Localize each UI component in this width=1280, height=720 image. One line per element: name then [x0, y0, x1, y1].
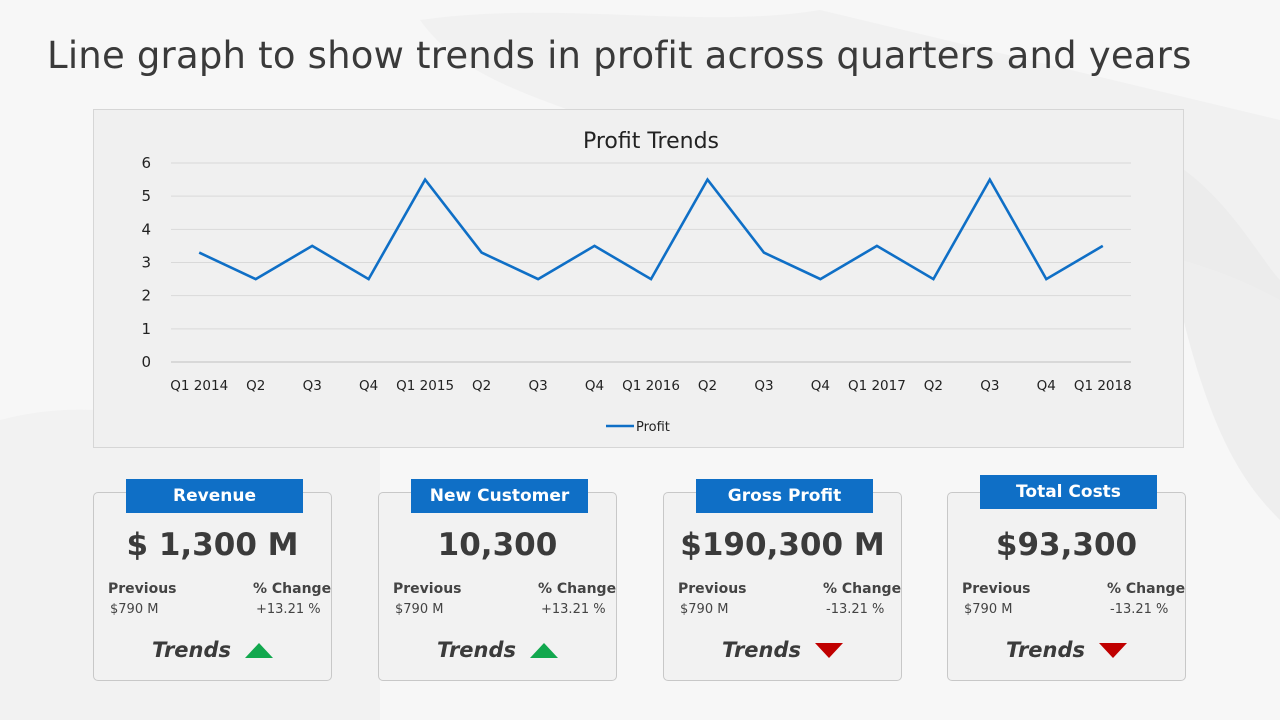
- kpi-trend-label: Trends: [721, 638, 802, 662]
- x-tick-label: Q3: [303, 378, 322, 394]
- y-tick-label: 0: [141, 353, 151, 371]
- x-tick-label: Q1 2014: [170, 378, 228, 394]
- kpi-value: $190,300 M: [680, 527, 885, 563]
- chart-canvas: Profit Trends 0 1 2 3 4 5 6 Q1 2014 Q2 Q3 Q4 Q1 2015…: [141, 129, 1132, 435]
- kpi-trend: Trends: [948, 638, 1185, 662]
- kpi-value: $ 1,300 M: [126, 527, 299, 563]
- y-tick-label: 6: [141, 154, 151, 172]
- kpi-change-label: % Change: [823, 581, 902, 597]
- kpi-card-total-costs: Total Costs $93,300 Previous % Change $7…: [947, 475, 1186, 681]
- x-tick-label: Q4: [1037, 378, 1056, 394]
- kpi-previous-value: $790 M: [680, 602, 729, 617]
- kpi-previous-label: Previous: [678, 581, 747, 597]
- kpi-previous-value: $790 M: [110, 602, 159, 617]
- y-tick-label: 3: [141, 254, 151, 272]
- kpi-value: 10,300: [437, 527, 558, 563]
- y-tick-label: 1: [141, 320, 151, 338]
- kpi-change-value: +13.21 %: [541, 602, 606, 617]
- x-tick-label: Q3: [980, 378, 999, 394]
- kpi-title: Gross Profit: [696, 479, 873, 513]
- kpi-change-label: % Change: [538, 581, 617, 597]
- x-tick-label: Q3: [754, 378, 773, 394]
- kpi-title: Revenue: [126, 479, 303, 513]
- kpi-trend-label: Trends: [151, 638, 232, 662]
- kpi-change-value: +13.21 %: [256, 602, 321, 617]
- kpi-previous-label: Previous: [108, 581, 177, 597]
- kpi-previous-value: $790 M: [964, 602, 1013, 617]
- kpi-change-label: % Change: [253, 581, 332, 597]
- y-tick-label: 4: [141, 220, 151, 238]
- kpi-trend-label: Trends: [436, 638, 517, 662]
- kpi-title: Total Costs: [980, 475, 1157, 509]
- slide-title: Line graph to show trends in profit acro…: [47, 34, 1192, 77]
- kpi-card-new-customer: New Customer 10,300 Previous % Change $7…: [378, 479, 617, 681]
- y-tick-label: 2: [141, 287, 151, 305]
- kpi-previous-label: Previous: [393, 581, 462, 597]
- y-tick-label: 5: [141, 187, 151, 205]
- kpi-value: $93,300: [995, 527, 1138, 563]
- kpi-previous-value: $790 M: [395, 602, 444, 617]
- kpi-card-revenue: Revenue $ 1,300 M Previous % Change $790…: [93, 479, 332, 681]
- trend-down-icon: [1099, 642, 1128, 658]
- kpi-previous-label: Previous: [962, 581, 1031, 597]
- x-tick-label: Q1 2018: [1074, 378, 1132, 394]
- profit-trend-chart: Profit Trends 0 1 2 3 4 5 6 Q1 2014 Q2 Q3 Q4 Q1 2015…: [93, 109, 1184, 448]
- kpi-title: New Customer: [411, 479, 588, 513]
- x-tick-label: Q1 2015: [396, 378, 454, 394]
- x-tick-label: Q4: [585, 378, 604, 394]
- x-tick-label: Q2: [246, 378, 265, 394]
- trend-down-icon: [815, 642, 844, 658]
- kpi-change-value: -13.21 %: [1110, 602, 1169, 617]
- series-line-profit: [198, 176, 1104, 281]
- x-tick-label: Q1 2016: [622, 378, 680, 394]
- x-tick-label: Q1 2017: [848, 378, 906, 394]
- x-tick-label: Q4: [811, 378, 830, 394]
- chart-title: Profit Trends: [583, 129, 719, 154]
- kpi-change-label: % Change: [1107, 581, 1186, 597]
- kpi-trend-label: Trends: [1005, 638, 1086, 662]
- x-tick-label: Q2: [472, 378, 491, 394]
- trend-up-icon: [530, 642, 559, 658]
- trend-up-icon: [245, 642, 274, 658]
- x-tick-label: Q3: [528, 378, 547, 394]
- kpi-trend: Trends: [664, 638, 901, 662]
- x-tick-label: Q4: [359, 378, 378, 394]
- x-tick-label: Q2: [924, 378, 943, 394]
- kpi-change-value: -13.21 %: [826, 602, 885, 617]
- kpi-trend: Trends: [94, 638, 331, 662]
- x-tick-label: Q2: [698, 378, 717, 394]
- kpi-trend: Trends: [379, 638, 616, 662]
- legend-label: Profit: [636, 420, 670, 435]
- kpi-card-gross-profit: Gross Profit $190,300 M Previous % Chang…: [663, 479, 902, 681]
